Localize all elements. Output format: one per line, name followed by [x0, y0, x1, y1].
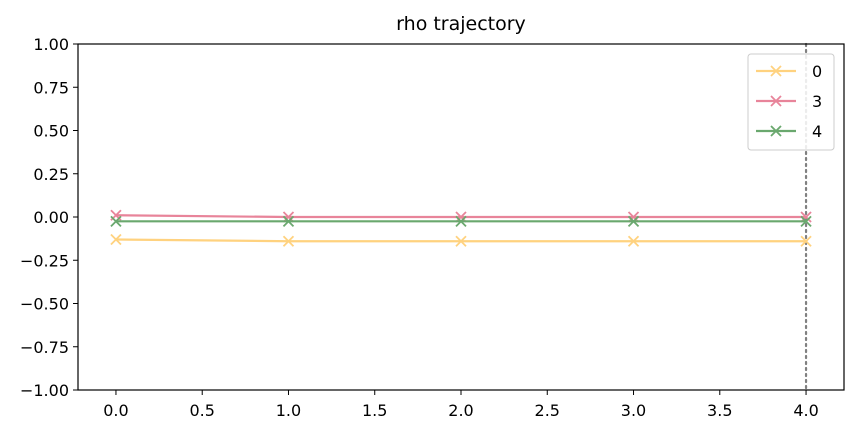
- chart-title: rho trajectory: [396, 13, 526, 35]
- legend-label: 4: [812, 122, 822, 141]
- y-tick-label: 0.25: [33, 165, 69, 184]
- legend-label: 0: [812, 62, 822, 81]
- y-tick-label: 0.75: [33, 78, 69, 97]
- data-point: [282, 215, 295, 227]
- x-tick-label: 0.0: [103, 401, 128, 420]
- data-point: [455, 235, 467, 247]
- y-tick-label: 0.50: [33, 122, 69, 141]
- legend-marker: [770, 65, 782, 77]
- x-tick-label: 4.0: [793, 401, 818, 420]
- x-tick-label: 1.5: [362, 401, 387, 420]
- data-point: [800, 235, 812, 247]
- x-tick-label: 3.0: [621, 401, 646, 420]
- legend-marker: [770, 125, 782, 137]
- y-tick-label: −0.75: [20, 338, 69, 357]
- data-point: [627, 235, 640, 247]
- y-tick-label: 0.00: [33, 208, 69, 227]
- data-point: [800, 215, 812, 227]
- x-tick-label: 2.0: [448, 401, 473, 420]
- y-tick-label: −0.25: [20, 251, 69, 270]
- data-point: [110, 233, 122, 246]
- data-point: [627, 215, 640, 227]
- data-point: [455, 215, 467, 227]
- data-point: [282, 235, 295, 247]
- y-tick-label: −0.50: [20, 295, 69, 314]
- y-tick-label: −1.00: [20, 381, 69, 400]
- y-tick-label: 1.00: [33, 35, 69, 54]
- data-point: [110, 215, 122, 227]
- x-tick-label: 0.5: [189, 401, 214, 420]
- x-tick-label: 1.0: [276, 401, 301, 420]
- x-tick-label: 2.5: [535, 401, 560, 420]
- legend: 0 3 4: [747, 53, 835, 151]
- legend-marker: [770, 95, 782, 107]
- x-tick-label: 3.5: [707, 401, 732, 420]
- legend-label: 3: [812, 92, 822, 111]
